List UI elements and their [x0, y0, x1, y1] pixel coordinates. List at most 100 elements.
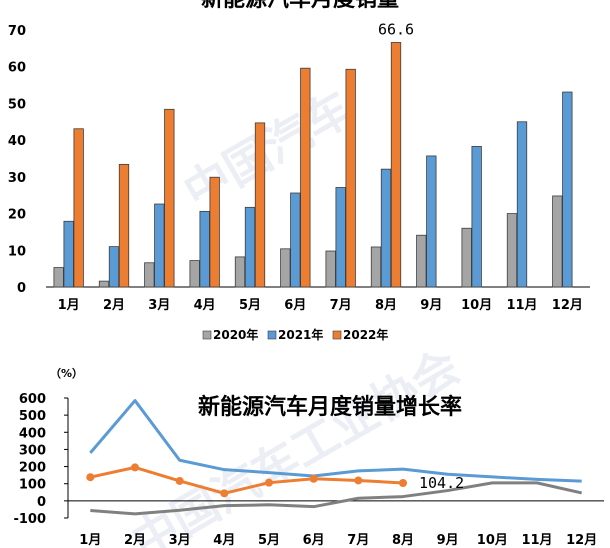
line-x-tick-label: 8月	[392, 533, 414, 548]
bar-2021年	[154, 203, 165, 288]
bar-2022年	[254, 122, 266, 288]
bar-x-tick-label: 8月	[375, 298, 397, 313]
line-point	[175, 476, 184, 485]
line-y-axis: -100 0 100 200 300 400 500 600	[13, 392, 69, 527]
line-y-tick-label: 200	[19, 461, 46, 476]
legend-label: 2021年	[278, 327, 323, 342]
line-y-tick-label: 300	[19, 443, 46, 458]
legend-label: 2020年	[213, 327, 258, 342]
line-x-tick-label: 6月	[303, 533, 325, 548]
bar-x-tick-label: 3月	[148, 298, 170, 313]
bar-2021年	[335, 187, 346, 288]
bar-y-tick-label: 30	[8, 171, 26, 186]
bar-x-tick-label: 1月	[58, 298, 80, 313]
bar-y-tick-label: 70	[8, 24, 26, 39]
line-x-tick-label: 3月	[169, 533, 191, 548]
bar-2022年	[390, 42, 402, 288]
line-y-tick-label: 500	[19, 409, 46, 424]
line-x-tick-label: 4月	[213, 533, 235, 548]
bar-y-tick-label: 50	[8, 97, 26, 112]
line-point	[354, 476, 363, 485]
line-point	[131, 463, 139, 472]
line-x-tick-label: 9月	[437, 533, 459, 548]
bar-2022年	[209, 176, 220, 288]
bar-2021年	[108, 246, 120, 288]
bar-y-axis: 0 10 20 30 40 50 60 70	[8, 24, 26, 296]
bar-2021年	[380, 168, 392, 288]
bar-x-tick-label: 7月	[330, 298, 352, 313]
bar-2020年	[416, 234, 427, 288]
bar-x-tick-label: 6月	[284, 298, 306, 313]
bar-2021年	[244, 206, 256, 288]
bar-2022年	[300, 67, 311, 288]
bar-x-tick-label: 9月	[420, 298, 442, 313]
bar-2021年	[471, 145, 482, 288]
bar-2021年	[516, 121, 528, 288]
bar-2020年	[144, 262, 155, 288]
bar-y-tick-label: 20	[8, 208, 26, 223]
bar-2022年	[118, 163, 130, 288]
line-y-tick-label: 600	[19, 392, 46, 407]
bar-x-tick-label: 12月	[552, 298, 583, 313]
line-chart-unit-label: （%）	[50, 367, 83, 380]
line-series-0	[90, 481, 582, 516]
bar-2021年	[426, 155, 437, 288]
bar-2020年	[53, 267, 64, 288]
bar-chart: 新能源汽车月度销量 0 10 20 30 40 50 60 70 1月 2月 3月 4月 5月 6月 7月…	[8, 0, 590, 342]
bar-x-tick-label: 10月	[461, 298, 492, 313]
bar-2022年	[164, 108, 175, 288]
line-x-tick-label: 7月	[347, 533, 369, 548]
line-series-1	[89, 399, 582, 483]
bar-x-tick-label: 5月	[239, 298, 261, 313]
bar-2020年	[280, 248, 291, 288]
svg-text:中国汽车: 中国汽车	[175, 81, 361, 220]
line-x-axis: 1月 2月 3月 4月 5月 6月 7月 8月 9月 10月 11月 12月	[68, 500, 604, 548]
legend-swatch	[202, 330, 212, 340]
bar-y-tick-label: 0	[17, 281, 26, 296]
bar-y-tick-label: 40	[8, 134, 26, 149]
legend-swatch	[332, 330, 342, 340]
line-y-tick-label: 100	[19, 478, 46, 493]
bar-2020年	[234, 256, 246, 288]
line-marks: 104.2	[86, 399, 582, 516]
line-y-tick-label: -100	[13, 512, 46, 527]
line-data-label: 104.2	[419, 474, 464, 492]
svg-text:中国汽车工业协会: 中国汽车工业协会	[123, 339, 469, 548]
bar-2020年	[189, 260, 200, 288]
line-x-tick-label: 11月	[521, 533, 552, 548]
bar-y-tick-label: 10	[8, 244, 26, 259]
bar-marks: 66.6	[53, 20, 573, 288]
line-point	[86, 473, 95, 482]
bar-x-tick-label: 2月	[103, 298, 125, 313]
bar-2022年	[73, 128, 84, 288]
line-x-tick-label: 1月	[79, 533, 101, 548]
bar-2020年	[98, 280, 110, 288]
line-y-tick-label: 400	[19, 426, 46, 441]
bar-2021年	[290, 192, 301, 288]
bar-2020年	[325, 250, 336, 288]
line-point	[265, 478, 273, 487]
bar-data-label: 66.6	[378, 20, 414, 38]
line-y-tick-label: 0	[37, 495, 46, 510]
line-point	[309, 474, 318, 483]
bar-2020年	[552, 195, 563, 288]
bar-x-tick-label: 11月	[506, 298, 537, 313]
line-x-tick-label: 2月	[124, 533, 146, 548]
line-chart-title: 新能源汽车月度销量增长率	[198, 394, 462, 420]
bar-2021年	[63, 220, 74, 288]
bar-chart-title: 新能源汽车月度销量	[201, 0, 399, 12]
line-point	[220, 489, 229, 498]
bar-legend: 2020年 2021年 2022年	[202, 327, 388, 342]
bar-2020年	[370, 246, 382, 288]
line-x-tick-label: 12月	[566, 533, 597, 548]
line-x-tick-label: 5月	[258, 533, 280, 548]
bar-2020年	[506, 213, 518, 288]
bar-y-tick-label: 60	[8, 61, 26, 76]
bar-x-axis: 1月 2月 3月 4月 5月 6月 7月 8月 9月 10月 11月 12月	[46, 286, 590, 313]
bar-2020年	[461, 227, 472, 288]
line-chart: （%） 新能源汽车月度销量增长率 -100 0 100 200 300 400 500 600…	[13, 367, 604, 548]
bar-2022年	[345, 68, 356, 288]
line-point	[399, 478, 407, 487]
bar-2021年	[562, 91, 573, 288]
